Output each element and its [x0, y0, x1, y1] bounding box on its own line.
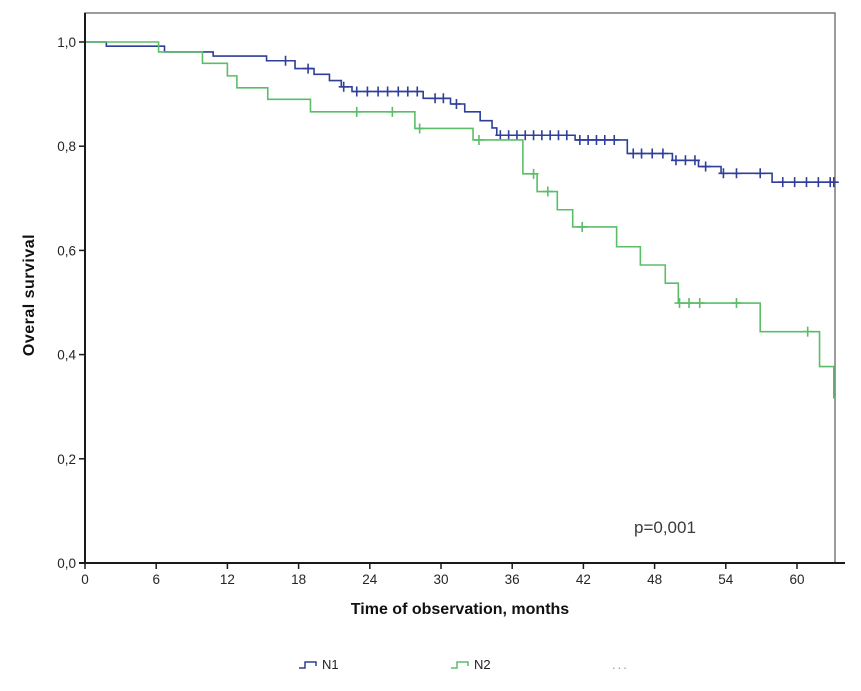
censor-mark-N1: [718, 168, 729, 179]
x-tick-label: 36: [505, 572, 520, 587]
censor-mark-N1: [402, 86, 413, 97]
legend-label: N1: [322, 657, 339, 672]
censor-mark-N1: [828, 177, 839, 188]
censor-mark-N2: [684, 298, 695, 309]
legend-item-N1: N1: [298, 657, 339, 672]
x-tick-label: 42: [576, 572, 591, 587]
censor-mark-N1: [657, 148, 668, 159]
step-line-icon: [299, 661, 317, 669]
legend-item-N2: N2: [450, 657, 491, 672]
censor-mark-N2: [674, 298, 685, 309]
censor-mark-N1: [362, 86, 373, 97]
y-tick-label: 1,0: [57, 35, 76, 50]
censor-mark-N1: [700, 161, 711, 172]
censor-mark-N1: [689, 155, 700, 166]
censor-mark-N1: [438, 93, 449, 104]
censor-mark-N1: [412, 86, 423, 97]
y-tick-label: 0,0: [57, 556, 76, 571]
x-tick-label: 12: [220, 572, 235, 587]
censor-mark-N1: [351, 86, 362, 97]
x-tick-label: 0: [81, 572, 89, 587]
x-tick-label: 30: [433, 572, 448, 587]
x-axis-title: Time of observation, months: [350, 601, 570, 618]
step-line-icon: [451, 661, 469, 669]
censor-mark-N1: [813, 177, 824, 188]
censor-mark-N1: [647, 148, 658, 159]
censor-mark-N1: [599, 134, 610, 145]
x-tick-label: 24: [362, 572, 378, 587]
censor-mark-N2: [577, 221, 588, 232]
censor-mark-N2: [414, 123, 425, 134]
censor-mark-N1: [636, 148, 647, 159]
y-tick-label: 0,8: [57, 139, 76, 154]
legend-label: ...: [612, 657, 629, 672]
censor-mark-N1: [609, 134, 620, 145]
censor-mark-N1: [670, 155, 681, 166]
censor-mark-N1: [373, 86, 384, 97]
x-tick-label: 60: [789, 572, 804, 587]
x-tick-label: 54: [718, 572, 734, 587]
censor-mark-N2: [528, 168, 539, 179]
censor-mark-N1: [338, 81, 349, 92]
y-axis-title: Overal survival: [21, 233, 38, 357]
censor-mark-N1: [731, 168, 742, 179]
y-tick-label: 0,4: [57, 348, 76, 363]
censor-mark-N2: [731, 298, 742, 309]
censor-mark-N1: [789, 177, 800, 188]
censor-mark-N1: [801, 177, 812, 188]
legend: N1 N2...: [0, 657, 861, 683]
censor-mark-N1: [303, 63, 314, 74]
censor-mark-N2: [473, 134, 484, 145]
legend-label: N2: [474, 657, 491, 672]
censor-mark-N2: [542, 186, 553, 197]
censor-mark-N2: [351, 106, 362, 117]
x-tick-label: 48: [647, 572, 662, 587]
legend-item-: ...: [612, 657, 629, 672]
censor-mark-N1: [777, 177, 788, 188]
censor-mark-N2: [694, 298, 705, 309]
censor-mark-N1: [755, 168, 766, 179]
censor-mark-N2: [802, 326, 813, 337]
censor-mark-N1: [393, 86, 404, 97]
censor-mark-N1: [280, 55, 291, 66]
survival-curve-N1: [85, 41, 835, 183]
p-value-annotation: p=0,001: [634, 518, 696, 537]
y-tick-label: 0,2: [57, 452, 76, 467]
censor-mark-N1: [451, 98, 462, 109]
censor-mark-N1: [680, 155, 691, 166]
censor-mark-N1: [561, 130, 572, 141]
plot-frame: [84, 12, 836, 564]
censor-mark-N2: [387, 106, 398, 117]
survival-curve-N2: [85, 41, 835, 399]
x-tick-label: 18: [291, 572, 306, 587]
censor-mark-N1: [382, 86, 393, 97]
y-tick-label: 0,6: [57, 243, 76, 258]
x-tick-label: 6: [152, 572, 160, 587]
